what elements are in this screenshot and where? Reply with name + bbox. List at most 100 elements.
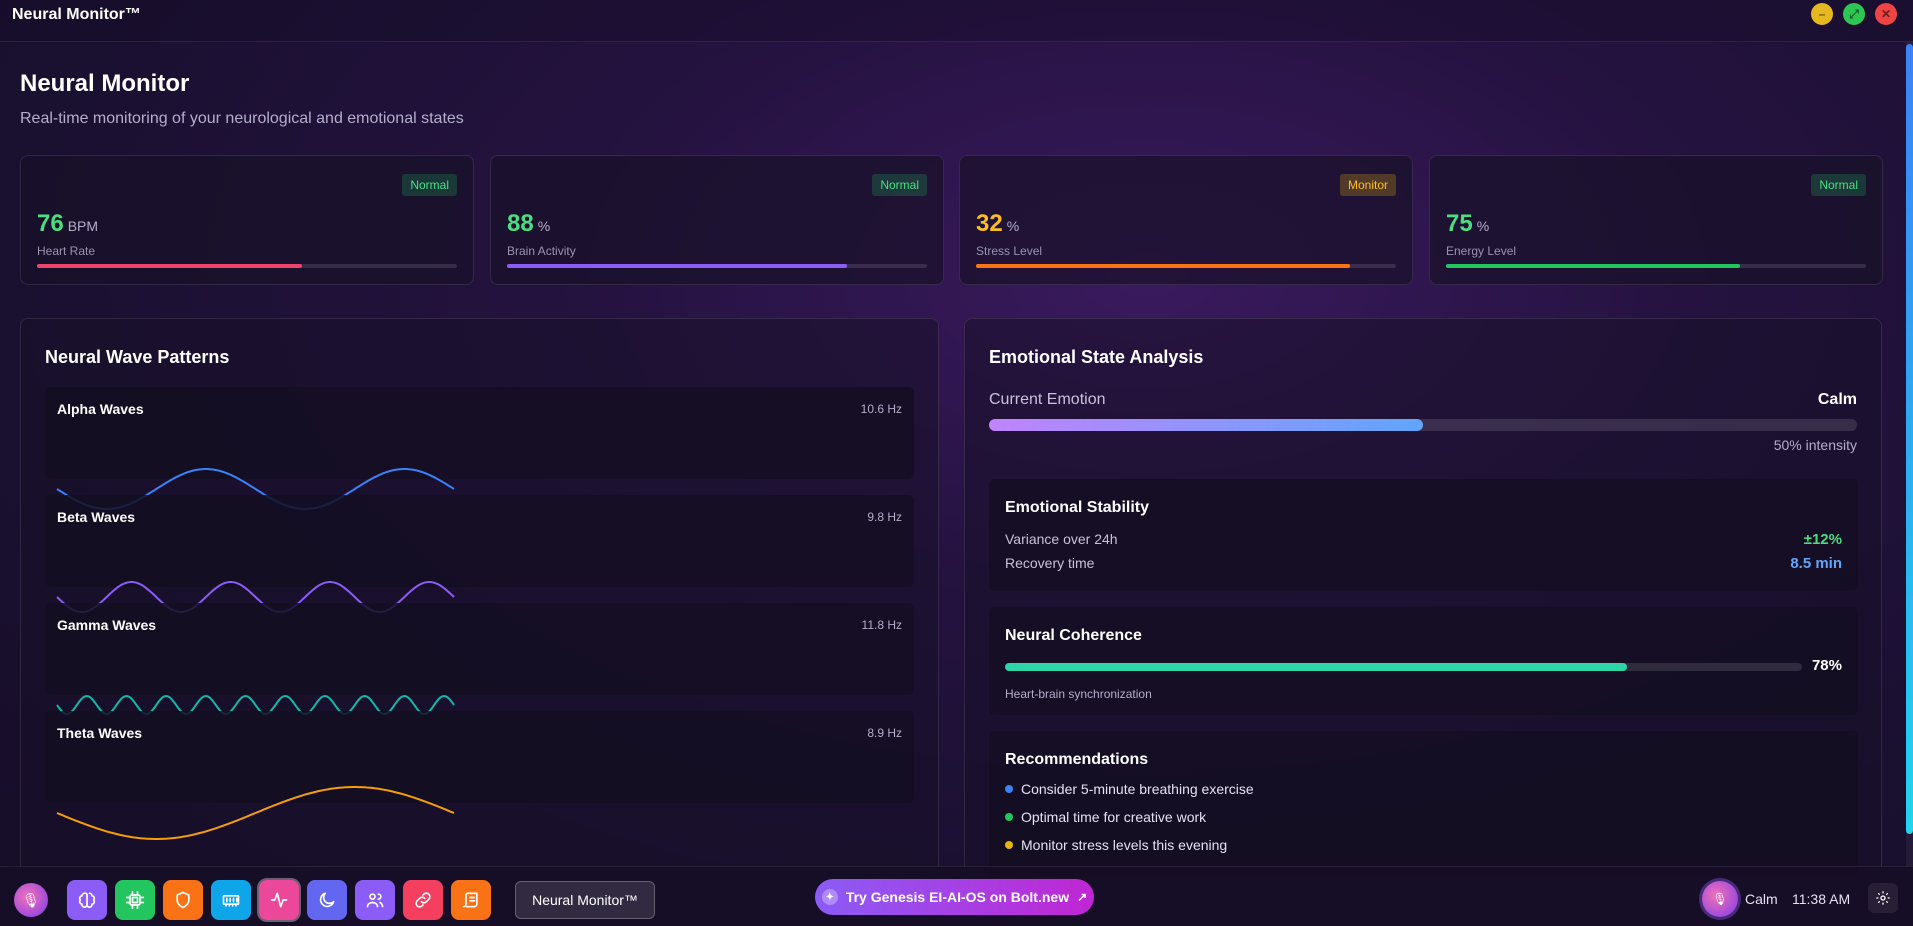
settings-button[interactable] xyxy=(1868,883,1898,913)
wave-name: Theta Waves xyxy=(57,725,143,741)
close-button[interactable]: ✕ xyxy=(1875,3,1897,25)
metric-progress-track xyxy=(1446,264,1866,268)
panel-title: Emotional State Analysis xyxy=(989,347,1204,367)
recommendations-card: Recommendations Consider 5-minute breath… xyxy=(989,731,1858,877)
wave-line xyxy=(56,786,455,840)
dock-users[interactable] xyxy=(355,880,395,920)
recommendation-text: Optimal time for creative work xyxy=(1021,809,1207,825)
dock-memory[interactable] xyxy=(211,880,251,920)
metric-value: 75% xyxy=(1446,210,1490,237)
metric-unit: % xyxy=(1476,218,1490,234)
metric-label: Stress Level xyxy=(976,244,1043,258)
wave-name: Beta Waves xyxy=(57,509,136,525)
recommendation-text: Monitor stress levels this evening xyxy=(1021,837,1228,853)
dock-link[interactable] xyxy=(403,880,443,920)
moon-icon xyxy=(319,892,335,908)
dock-brain[interactable] xyxy=(67,880,107,920)
metric-progress-fill xyxy=(37,264,302,268)
taskbar: 🎙 Neural Monitor™ ✦ Try Genesis EI-AI-OS… xyxy=(0,866,1913,926)
metric-unit: % xyxy=(537,218,551,234)
metric-progress-fill xyxy=(507,264,848,268)
title-bar: Neural Monitor™ – ⤢ ✕ xyxy=(0,0,1913,42)
coherence-track xyxy=(1005,663,1802,671)
neural-coherence-card: Neural Coherence 78% Heart-brain synchro… xyxy=(989,607,1858,715)
card-title: Emotional Stability xyxy=(1005,499,1150,516)
status-badge: Normal xyxy=(872,174,927,196)
wave-patterns-panel: Neural Wave Patterns Alpha Waves 10.6 Hz… xyxy=(20,318,939,878)
wave-row-alpha: Alpha Waves 10.6 Hz xyxy=(45,387,914,510)
start-button[interactable]: 🎙 xyxy=(14,883,48,917)
emotional-stability-card: Emotional Stability Variance over 24h ±1… xyxy=(989,479,1858,591)
scroll-icon xyxy=(462,892,478,908)
activity-icon xyxy=(270,892,288,908)
metric-card-stress-level: Monitor 32% Stress Level xyxy=(959,155,1413,285)
wave-row-theta: Theta Waves 8.9 Hz xyxy=(45,711,914,840)
sparkle-icon: ✦ xyxy=(821,889,838,905)
dock-neural-monitor[interactable] xyxy=(257,878,301,922)
dock-sleep[interactable] xyxy=(307,880,347,920)
maximize-icon: ⤢ xyxy=(1849,6,1859,21)
memory-icon xyxy=(222,895,240,907)
variance-label: Variance over 24h xyxy=(1005,531,1118,547)
page-title: Neural Monitor xyxy=(20,70,190,97)
panel-title: Neural Wave Patterns xyxy=(45,347,230,367)
users-icon xyxy=(366,893,384,908)
mood-avatar[interactable]: 🎙 xyxy=(1702,881,1738,917)
metric-card-heart-rate: Normal 76 BPM Heart Rate xyxy=(20,155,474,285)
active-window-button[interactable]: Neural Monitor™ xyxy=(515,881,655,919)
emotion-intensity-track xyxy=(989,419,1857,431)
wave-frequency: 9.8 Hz xyxy=(867,510,902,524)
coherence-caption: Heart-brain synchronization xyxy=(1005,687,1152,701)
link-icon xyxy=(415,892,431,908)
promo-text: Try Genesis EI-AI-OS on Bolt.new xyxy=(845,889,1070,905)
wave-row-gamma: Gamma Waves 11.8 Hz xyxy=(45,603,914,716)
bullet-dot xyxy=(1005,785,1013,793)
window-title: Neural Monitor™ xyxy=(12,6,141,23)
card-title: Recommendations xyxy=(1005,751,1149,768)
dock-cpu[interactable] xyxy=(115,880,155,920)
minimize-icon: – xyxy=(1818,7,1826,21)
recommendation-text: Consider 5-minute breathing exercise xyxy=(1021,781,1254,797)
wave-name: Gamma Waves xyxy=(57,617,157,633)
mood-label: Calm xyxy=(1745,891,1778,907)
promo-button[interactable]: ✦ Try Genesis EI-AI-OS on Bolt.new ↗ xyxy=(815,879,1094,915)
recommendation-item: Consider 5-minute breathing exercise xyxy=(1005,781,1254,797)
page-subtitle: Real-time monitoring of your neurologica… xyxy=(20,110,464,127)
minimize-button[interactable]: – xyxy=(1811,3,1833,25)
metric-label: Energy Level xyxy=(1446,244,1517,258)
scrollbar-thumb[interactable] xyxy=(1906,44,1913,834)
wave-frequency: 8.9 Hz xyxy=(867,726,902,740)
metric-progress-track xyxy=(507,264,927,268)
maximize-button[interactable]: ⤢ xyxy=(1843,3,1865,25)
wave-graph xyxy=(56,786,455,840)
metric-progress-fill xyxy=(976,264,1350,268)
emotional-state-panel: Emotional State Analysis Current Emotion… xyxy=(964,318,1882,878)
card-title: Neural Coherence xyxy=(1005,627,1142,644)
wave-frequency: 10.6 Hz xyxy=(860,402,902,416)
dock-scroll[interactable] xyxy=(451,880,491,920)
metric-value: 32% xyxy=(976,210,1020,237)
metric-label: Heart Rate xyxy=(37,244,96,258)
wave-row-beta: Beta Waves 9.8 Hz xyxy=(45,495,914,613)
coherence-value: 78% xyxy=(1811,657,1842,674)
status-badge: Normal xyxy=(1811,174,1866,196)
cpu-icon xyxy=(125,890,145,910)
brain-icon xyxy=(78,892,96,908)
metric-progress-track xyxy=(976,264,1396,268)
wave-name: Alpha Waves xyxy=(57,401,144,417)
emotion-intensity-text: 50% intensity xyxy=(1773,437,1857,453)
metric-progress-track xyxy=(37,264,457,268)
recommendation-item: Optimal time for creative work xyxy=(1005,809,1206,825)
clock: 11:38 AM xyxy=(1792,891,1851,907)
scrollbar[interactable] xyxy=(1906,42,1913,866)
current-emotion-value: Calm xyxy=(1817,391,1857,408)
recovery-label: Recovery time xyxy=(1005,555,1095,571)
status-badge: Monitor xyxy=(1339,174,1396,196)
recommendation-item: Monitor stress levels this evening xyxy=(1005,837,1227,853)
metric-card-energy-level: Normal 75% Energy Level xyxy=(1429,155,1883,285)
metric-value: 88% xyxy=(507,210,551,237)
close-icon: ✕ xyxy=(1880,7,1892,21)
metric-unit: % xyxy=(1006,218,1020,234)
coherence-fill xyxy=(1005,663,1627,671)
dock-shield[interactable] xyxy=(163,880,203,920)
